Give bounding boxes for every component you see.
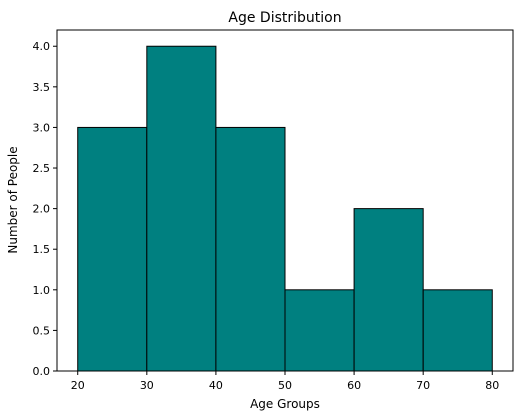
y-axis-label: Number of People: [6, 146, 20, 253]
x-tick-label: 70: [416, 379, 430, 392]
bar-40-50: [215, 126, 286, 372]
y-tick-label: 2.0: [33, 203, 51, 216]
y-tick-label: 3.5: [33, 81, 51, 94]
y-tick-label: 0.5: [33, 324, 51, 337]
bar-30-40: [146, 45, 217, 372]
x-tick-label: 30: [140, 379, 154, 392]
x-axis: 20 30 40 50 60 70 80: [71, 371, 499, 392]
y-tick-label: 2.5: [33, 162, 51, 175]
y-axis: 0.0 0.5 1.0 1.5 2.0 2.5 3.0 3.5 4.0: [33, 40, 57, 378]
chart-title: Age Distribution: [228, 10, 341, 26]
x-tick-label: 50: [278, 379, 292, 392]
bar-60-70: [353, 208, 424, 372]
bar-20-30: [77, 126, 148, 372]
y-tick-label: 3.0: [33, 121, 51, 134]
y-tick-label: 4.0: [33, 40, 51, 53]
y-tick-label: 1.5: [33, 243, 51, 256]
bar-70-80: [422, 289, 493, 372]
bar-50-60: [284, 289, 355, 372]
x-tick-label: 60: [347, 379, 361, 392]
y-tick-label: 0.0: [33, 365, 51, 378]
x-axis-label: Age Groups: [250, 397, 320, 411]
x-tick-label: 20: [71, 379, 85, 392]
bars-group: [77, 45, 493, 372]
x-tick-label: 80: [485, 379, 499, 392]
y-tick-label: 1.0: [33, 284, 51, 297]
x-tick-label: 40: [209, 379, 223, 392]
